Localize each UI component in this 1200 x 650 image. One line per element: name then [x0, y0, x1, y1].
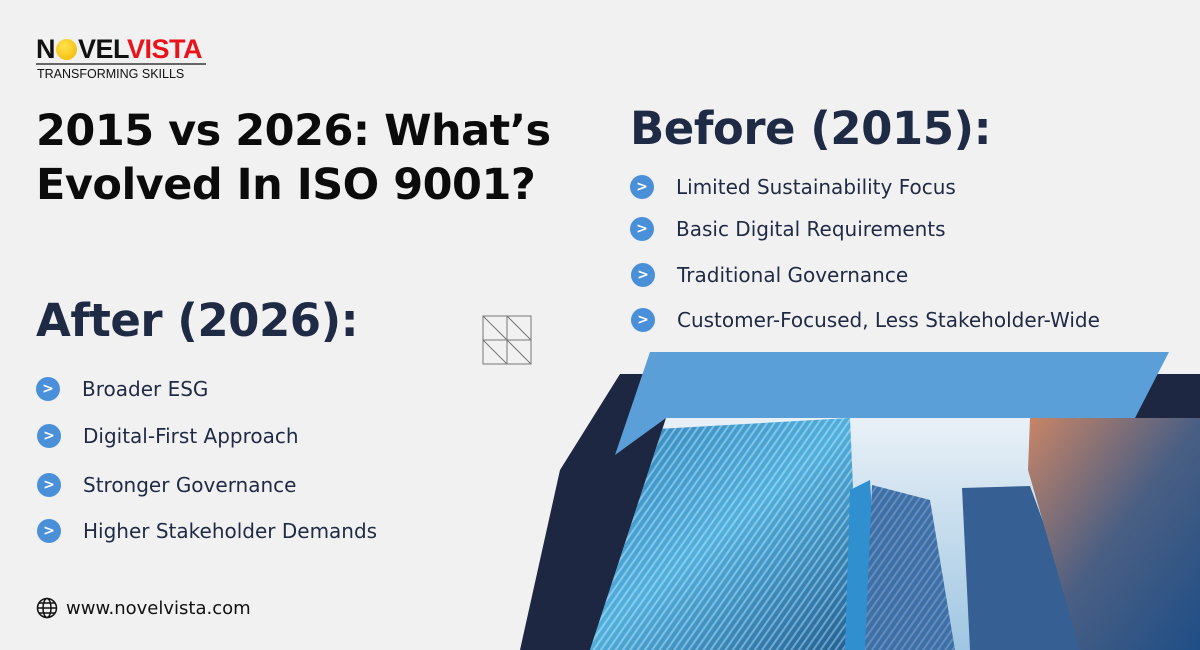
after-item-label: Broader ESG	[82, 377, 209, 401]
chevron-right-icon: >	[37, 519, 61, 543]
after-item: > Higher Stakeholder Demands	[37, 519, 377, 543]
chevron-right-icon: >	[631, 308, 655, 332]
globe-icon	[36, 597, 58, 619]
chevron-right-icon: >	[630, 217, 654, 241]
after-item: > Broader ESG	[36, 377, 208, 401]
before-heading: Before (2015):	[630, 102, 992, 155]
logo-divider	[36, 63, 206, 65]
chevron-right-icon: >	[37, 424, 61, 448]
before-item: > Customer-Focused, Less Stakeholder-Wide	[631, 308, 1100, 332]
logo-tagline: TRANSFORMING SKILLS	[37, 67, 185, 81]
title-line-1: 2015 vs 2026: What’s	[36, 106, 551, 156]
chevron-right-icon: >	[630, 175, 654, 199]
before-item-label: Traditional Governance	[677, 263, 909, 287]
logo-medal-icon	[56, 39, 77, 60]
chevron-right-icon: >	[36, 377, 60, 401]
before-item-label: Customer-Focused, Less Stakeholder-Wide	[677, 308, 1100, 332]
before-item-label: Basic Digital Requirements	[676, 217, 946, 241]
after-item: > Stronger Governance	[37, 473, 296, 497]
logo-text-vel: VEL	[78, 34, 128, 64]
logo: N VELVISTA	[36, 34, 203, 64]
after-item: > Digital-First Approach	[37, 424, 299, 448]
logo-text-n: N	[36, 34, 56, 64]
page-title: 2015 vs 2026: What’s Evolved In ISO 9001…	[36, 104, 551, 212]
after-item-label: Higher Stakeholder Demands	[83, 519, 378, 543]
chevron-right-icon: >	[631, 263, 655, 287]
after-heading: After (2026):	[36, 294, 359, 347]
chevron-right-icon: >	[37, 473, 61, 497]
before-item: > Basic Digital Requirements	[630, 217, 946, 241]
before-item: > Traditional Governance	[631, 263, 908, 287]
triangle-pattern-icon	[482, 315, 532, 365]
before-item-label: Limited Sustainability Focus	[676, 175, 956, 199]
website-link[interactable]: www.novelvista.com	[36, 597, 251, 619]
before-item: > Limited Sustainability Focus	[630, 175, 956, 199]
website-url[interactable]: www.novelvista.com	[66, 597, 251, 619]
title-line-2: Evolved In ISO 9001?	[36, 160, 536, 210]
logo-text-vista: VISTA	[127, 34, 203, 64]
after-item-label: Digital-First Approach	[83, 424, 299, 448]
blue-band	[615, 352, 1169, 455]
after-item-label: Stronger Governance	[83, 473, 297, 497]
skyscraper-photo	[590, 418, 1200, 650]
